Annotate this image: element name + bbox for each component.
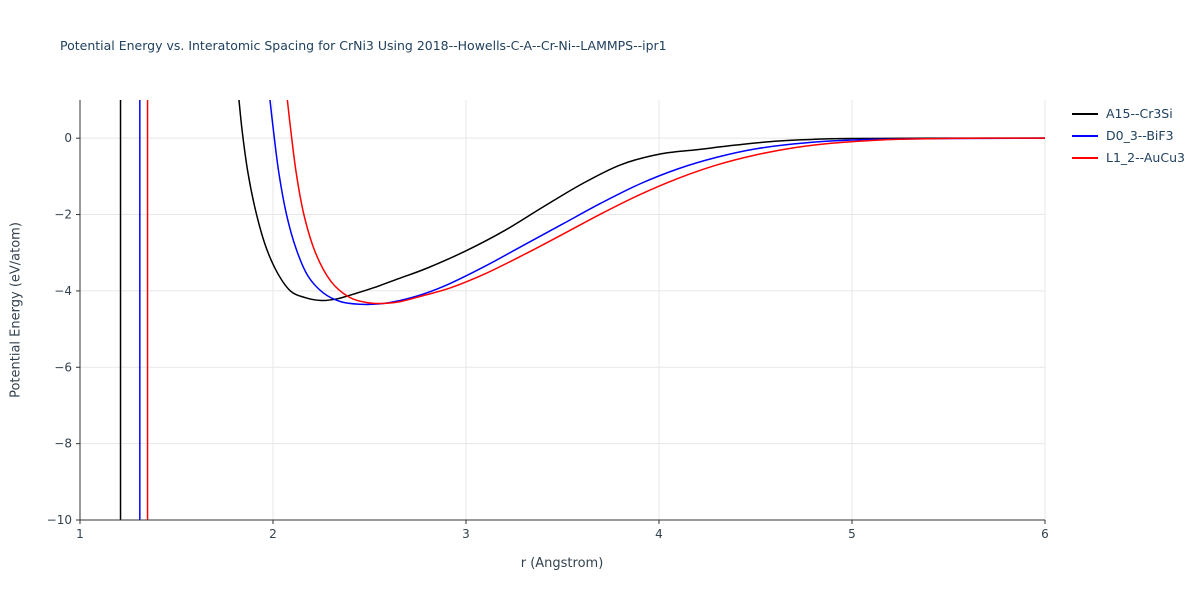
legend-line-swatch: [1072, 156, 1098, 159]
axes-spines: [79, 100, 1045, 521]
y-tick-label: −2: [54, 208, 72, 222]
y-tick-label: −6: [54, 360, 72, 374]
y-tick-label: −10: [47, 513, 72, 527]
curve-L1_2--AuCu3: [286, 100, 1045, 305]
y-tick-label: −8: [54, 437, 72, 451]
legend-item: L1_2--AuCu3: [1072, 150, 1185, 165]
x-tick-label: 5: [848, 527, 856, 541]
series-curves: [119, 100, 1045, 520]
x-tick-label: 3: [462, 527, 470, 541]
tick-marks-and-labels: 1 2 3 4 5 6 0 −2 −4 −6 −8 −10: [47, 131, 1049, 541]
legend-line-swatch: [1072, 134, 1098, 137]
legend-label: A15--Cr3Si: [1106, 106, 1173, 121]
y-tick-label: 0: [64, 131, 72, 145]
x-tick-label: 2: [269, 527, 277, 541]
legend-item: D0_3--BiF3: [1072, 128, 1185, 143]
y-axis-label: Potential Energy (eV/atom): [8, 222, 24, 398]
x-tick-label: 6: [1041, 527, 1049, 541]
x-tick-label: 4: [655, 527, 663, 541]
curve-A15--Cr3Si: [238, 100, 1045, 302]
gridlines: [79, 100, 1046, 521]
legend-label: L1_2--AuCu3: [1106, 150, 1185, 165]
x-axis-label: r (Angstrom): [520, 556, 604, 571]
legend: A15--Cr3Si D0_3--BiF3 L1_2--AuCu3: [1072, 106, 1185, 165]
legend-item: A15--Cr3Si: [1072, 106, 1185, 121]
legend-line-swatch: [1072, 112, 1098, 115]
x-tick-label: 1: [76, 527, 84, 541]
y-tick-label: −4: [54, 284, 72, 298]
legend-label: D0_3--BiF3: [1106, 128, 1174, 143]
curve-D0_3--BiF3: [269, 100, 1045, 306]
chart-title: Potential Energy vs. Interatomic Spacing…: [60, 38, 667, 53]
